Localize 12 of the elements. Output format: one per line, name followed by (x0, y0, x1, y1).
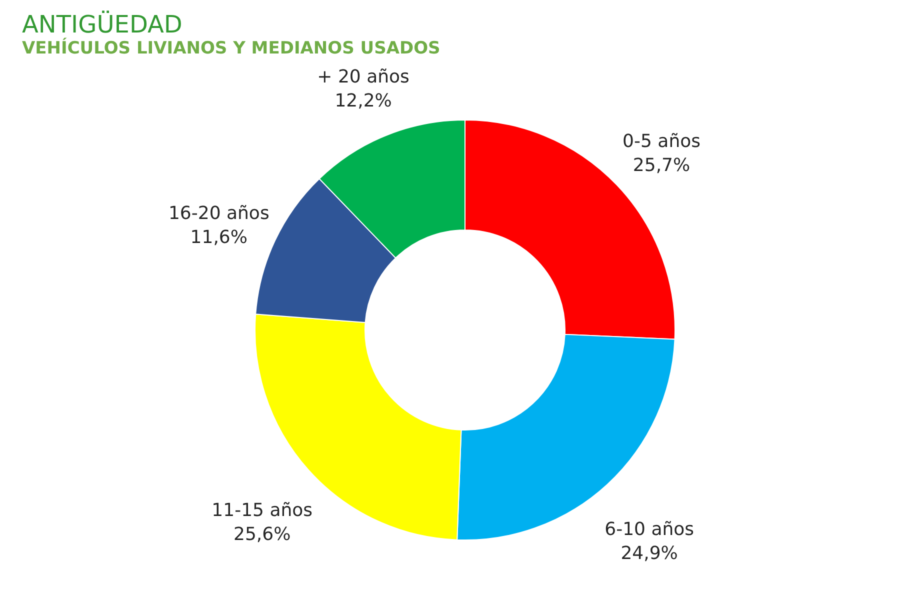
data-label: 25,6% (234, 524, 291, 546)
chart-title: ANTIGÜEDAD (22, 10, 182, 39)
slice-label: + 20 años (317, 66, 410, 88)
chart-subtitle: VEHÍCULOS LIVIANOS Y MEDIANOS USADOS (22, 38, 440, 59)
data-label: 25,7% (632, 154, 690, 176)
data-label: 12,2% (334, 90, 392, 112)
slice-label: 16-20 años (168, 203, 270, 224)
slice-label: 0-5 años (622, 130, 700, 152)
slice-label: 11-15 años (212, 500, 313, 522)
data-label: 11,6% (190, 227, 248, 248)
data-label: 24,9% (620, 543, 678, 564)
slice-label: 6-10 años (604, 519, 694, 540)
